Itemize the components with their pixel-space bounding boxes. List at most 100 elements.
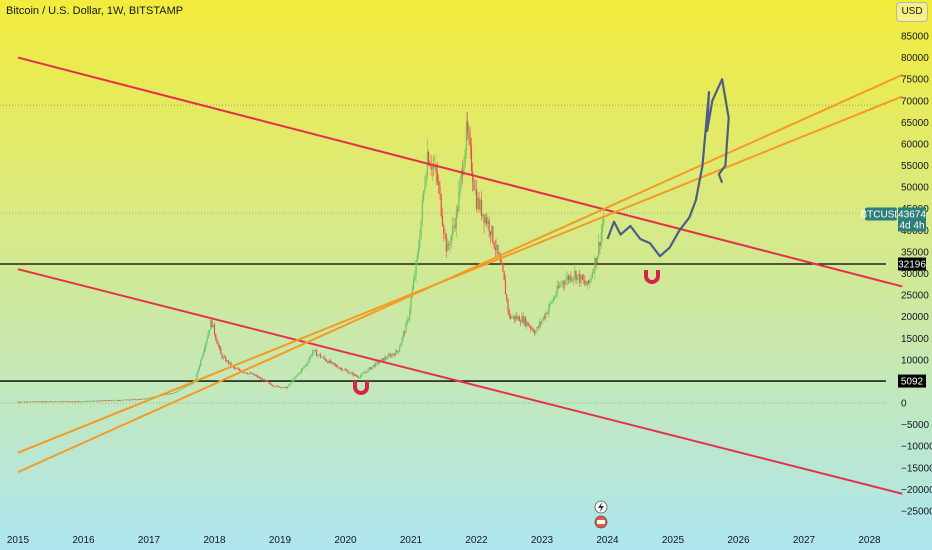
candle-body [489,231,491,236]
level-badge-label: 32196 [898,260,926,271]
symbol-badge-label: BTCUSD [860,209,901,220]
candle-body [57,401,59,403]
candle-body [381,358,383,360]
candle-body [448,243,450,246]
candle-body [478,197,480,210]
candle-body [421,199,423,220]
candle-body [449,244,451,246]
candle-body [445,234,447,252]
candle-body [433,165,435,168]
candle-body [468,132,470,138]
candle-body [215,334,217,340]
candle-body [188,384,190,386]
candle-body [249,372,251,374]
candle-body [176,391,178,393]
candle-body [181,388,183,390]
candle-body [430,166,432,170]
candle-body [376,361,378,363]
candle-body [525,317,527,326]
candle-body [123,399,125,401]
candle-body [229,362,231,364]
candle-body [541,319,543,324]
candle-body [22,401,24,403]
candle-body [221,353,223,359]
candle-body [514,316,517,320]
candle-body [46,401,48,403]
candle-body [293,378,295,382]
candle-body [443,225,445,234]
candle-body [137,399,139,400]
currency-button[interactable]: USD [896,2,928,22]
candle-body [85,401,87,402]
candle-body [542,316,544,320]
candle-body [523,317,525,324]
candle-body [512,316,514,318]
candle-body [372,365,374,367]
magnet-icon-shape [644,270,660,284]
candle-body [202,352,204,358]
candle-body [399,347,401,352]
candle-body [564,283,566,285]
candle-body [269,382,271,384]
candle-body [334,364,337,366]
candle-body [149,397,151,399]
candle-body [425,176,427,186]
candle-body [121,399,124,401]
candle-body [274,386,276,388]
candle-body [111,400,114,402]
y-tick-label: 75000 [901,75,929,86]
y-axis[interactable]: 85000 80000 75000 70000 65000 60000 55000 50000… [901,32,932,518]
candle-body [213,324,216,335]
y-tick-label: −15000 [901,463,932,474]
candle-body [281,387,284,389]
red-trendline[interactable] [17,56,903,288]
candle-body [130,399,132,401]
candle-body [56,401,58,403]
candle-body [327,361,329,363]
candle-body [530,326,532,329]
candle-body [77,401,80,403]
candle-body [382,358,384,361]
candle-body [120,400,122,401]
candle-body [580,275,582,283]
candle-body [65,401,67,403]
candle-body [601,224,604,233]
candle-body [66,401,68,403]
candle-body [92,400,95,402]
candle-body [285,387,287,389]
candle-body [550,302,552,304]
candle-body [397,351,400,353]
candle-body [320,357,323,358]
orange-trendline[interactable] [17,73,903,474]
candle-body [237,368,240,370]
flag-icon [594,515,608,529]
y-tick-label: −10000 [901,442,932,453]
candle-body [118,400,120,402]
candle-body [377,361,379,363]
candle-body [294,377,296,379]
red-trendline[interactable] [17,268,903,495]
trendlines-layer[interactable] [17,56,903,495]
candle-body [52,401,54,403]
y-tick-label: −20000 [901,485,932,496]
candle-body [347,370,349,374]
candle-body [138,399,140,400]
candle-body [391,354,393,357]
candle-body [472,171,474,182]
candle-body [62,401,64,403]
candle-body [570,275,572,281]
candle-body [329,360,331,363]
candle-body [417,247,420,255]
candle-body [18,401,20,403]
candle-body [487,220,489,225]
candle-body [477,197,479,209]
x-tick-label: 2028 [858,535,881,546]
candle-body [394,354,396,356]
candle-body [531,328,533,330]
candle-body [603,217,605,225]
x-axis[interactable]: 2015 2016 2017 2018 2019 2020 2021 2022 2023 2024… [7,535,881,546]
orange-trendline[interactable] [17,95,903,454]
candle-body [528,325,531,327]
candle-body [208,330,211,333]
